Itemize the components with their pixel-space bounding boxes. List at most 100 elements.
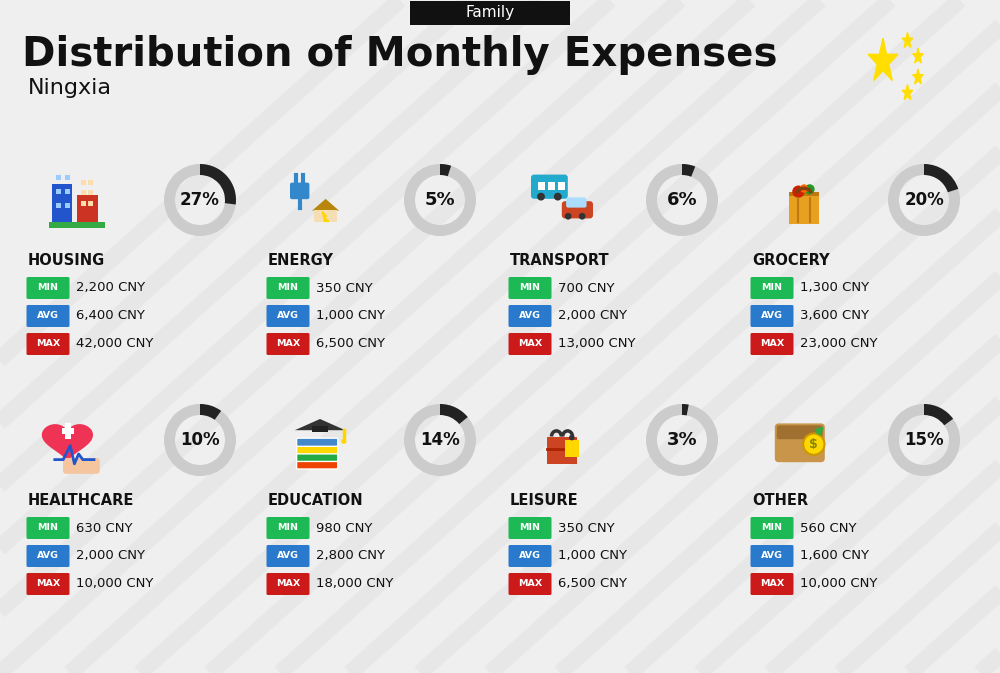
Polygon shape: [902, 85, 913, 100]
Wedge shape: [200, 404, 221, 420]
Text: 6,500 CNY: 6,500 CNY: [316, 337, 385, 351]
Text: 3%: 3%: [667, 431, 697, 449]
Text: MIN: MIN: [520, 524, 540, 532]
Text: 10%: 10%: [180, 431, 220, 449]
FancyBboxPatch shape: [509, 305, 552, 327]
Text: MIN: MIN: [38, 524, 58, 532]
FancyBboxPatch shape: [266, 545, 310, 567]
Text: 6%: 6%: [667, 191, 697, 209]
Wedge shape: [440, 404, 468, 424]
Text: GROCERY: GROCERY: [752, 253, 830, 268]
Text: MAX: MAX: [760, 339, 784, 349]
Text: ENERGY: ENERGY: [268, 253, 334, 268]
Text: 14%: 14%: [420, 431, 460, 449]
Text: Distribution of Monthly Expenses: Distribution of Monthly Expenses: [22, 35, 778, 75]
FancyBboxPatch shape: [750, 333, 794, 355]
Wedge shape: [164, 404, 236, 476]
Polygon shape: [868, 38, 898, 81]
FancyBboxPatch shape: [410, 1, 570, 25]
FancyBboxPatch shape: [297, 446, 338, 454]
Wedge shape: [682, 404, 689, 415]
Text: 18,000 CNY: 18,000 CNY: [316, 577, 393, 590]
Text: 13,000 CNY: 13,000 CNY: [558, 337, 636, 351]
Wedge shape: [924, 164, 958, 192]
FancyBboxPatch shape: [750, 517, 794, 539]
Wedge shape: [646, 404, 718, 476]
Text: MAX: MAX: [36, 339, 60, 349]
Text: MAX: MAX: [36, 579, 60, 588]
FancyBboxPatch shape: [88, 201, 93, 205]
Text: Ningxia: Ningxia: [28, 78, 112, 98]
Text: MAX: MAX: [518, 579, 542, 588]
Text: OTHER: OTHER: [752, 493, 808, 508]
Text: TRANSPORT: TRANSPORT: [510, 253, 610, 268]
Text: AVG: AVG: [37, 551, 59, 561]
FancyBboxPatch shape: [509, 277, 552, 299]
Text: MAX: MAX: [276, 339, 300, 349]
Polygon shape: [913, 69, 923, 84]
Text: LEISURE: LEISURE: [510, 493, 579, 508]
Text: AVG: AVG: [277, 312, 299, 320]
Polygon shape: [322, 211, 329, 221]
FancyBboxPatch shape: [88, 190, 93, 195]
Text: 27%: 27%: [180, 191, 220, 209]
Text: 23,000 CNY: 23,000 CNY: [800, 337, 878, 351]
Text: 15%: 15%: [904, 431, 944, 449]
Circle shape: [800, 184, 808, 192]
Wedge shape: [404, 164, 476, 236]
Text: MIN: MIN: [520, 283, 540, 293]
FancyBboxPatch shape: [538, 182, 545, 190]
Text: HEALTHCARE: HEALTHCARE: [28, 493, 134, 508]
Wedge shape: [924, 404, 953, 425]
FancyBboxPatch shape: [750, 277, 794, 299]
FancyBboxPatch shape: [750, 545, 794, 567]
Text: 6,400 CNY: 6,400 CNY: [76, 310, 145, 322]
Text: AVG: AVG: [277, 551, 299, 561]
FancyBboxPatch shape: [266, 517, 310, 539]
FancyBboxPatch shape: [565, 439, 579, 456]
Text: 980 CNY: 980 CNY: [316, 522, 372, 534]
Text: 5%: 5%: [425, 191, 455, 209]
FancyBboxPatch shape: [312, 426, 328, 431]
Text: MIN: MIN: [278, 524, 298, 532]
Wedge shape: [404, 404, 476, 476]
FancyBboxPatch shape: [750, 305, 794, 327]
Polygon shape: [913, 48, 923, 63]
Text: MIN: MIN: [38, 283, 58, 293]
FancyBboxPatch shape: [26, 517, 70, 539]
Text: 10,000 CNY: 10,000 CNY: [76, 577, 153, 590]
Text: Family: Family: [465, 5, 515, 20]
Circle shape: [569, 435, 575, 440]
FancyBboxPatch shape: [52, 184, 72, 226]
Text: 10,000 CNY: 10,000 CNY: [800, 577, 877, 590]
Text: EDUCATION: EDUCATION: [268, 493, 364, 508]
Wedge shape: [646, 164, 718, 236]
Text: MIN: MIN: [762, 524, 782, 532]
FancyBboxPatch shape: [56, 189, 61, 194]
Circle shape: [565, 213, 572, 219]
FancyBboxPatch shape: [566, 197, 587, 207]
Text: 1,600 CNY: 1,600 CNY: [800, 549, 869, 563]
Text: AVG: AVG: [519, 551, 541, 561]
FancyBboxPatch shape: [789, 194, 819, 224]
FancyBboxPatch shape: [266, 277, 310, 299]
Text: 1,000 CNY: 1,000 CNY: [558, 549, 627, 563]
FancyBboxPatch shape: [266, 573, 310, 595]
Text: 20%: 20%: [904, 191, 944, 209]
FancyBboxPatch shape: [26, 305, 70, 327]
Text: AVG: AVG: [761, 312, 783, 320]
Polygon shape: [902, 32, 913, 48]
Wedge shape: [682, 164, 695, 177]
Polygon shape: [43, 425, 92, 462]
FancyBboxPatch shape: [297, 461, 338, 469]
Text: HOUSING: HOUSING: [28, 253, 105, 268]
Text: 3,600 CNY: 3,600 CNY: [800, 310, 869, 322]
Text: MIN: MIN: [762, 283, 782, 293]
FancyBboxPatch shape: [62, 428, 74, 434]
FancyBboxPatch shape: [562, 201, 593, 219]
Polygon shape: [312, 199, 339, 211]
FancyBboxPatch shape: [65, 203, 70, 209]
Text: 2,000 CNY: 2,000 CNY: [76, 549, 145, 563]
FancyBboxPatch shape: [266, 333, 310, 355]
Text: $: $: [809, 437, 818, 451]
